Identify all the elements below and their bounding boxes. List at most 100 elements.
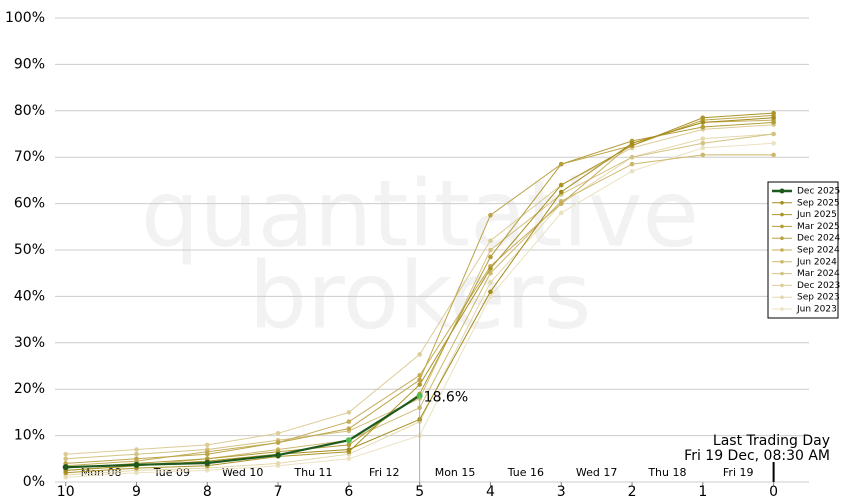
data-point <box>275 440 281 445</box>
data-point <box>417 377 422 383</box>
y-tick-label: 30% <box>14 335 45 351</box>
x-tick-label: 3 <box>557 484 566 500</box>
legend-marker <box>780 212 784 217</box>
data-point <box>204 459 211 466</box>
x-tick-label: 6 <box>344 484 353 500</box>
day-label: Wed 17 <box>576 466 617 479</box>
legend-marker <box>780 295 784 300</box>
legend-label: Sep 2025 <box>797 198 840 208</box>
data-point <box>700 115 706 121</box>
data-point <box>63 451 69 457</box>
y-tick-label: 70% <box>14 149 45 165</box>
day-label: Mon 15 <box>435 466 476 479</box>
data-point <box>700 120 706 125</box>
data-point <box>558 201 564 206</box>
day-label: Thu 18 <box>647 466 686 479</box>
data-point <box>417 352 422 357</box>
data-point <box>700 124 706 130</box>
data-point <box>771 152 776 158</box>
data-point <box>629 154 635 160</box>
legend-marker <box>780 224 784 229</box>
legend-marker <box>780 307 784 311</box>
data-point <box>63 456 69 462</box>
y-tick-label: 40% <box>14 288 45 304</box>
data-point <box>700 136 706 141</box>
x-tick-label: 10 <box>57 484 75 500</box>
legend-marker <box>780 248 784 252</box>
watermark: brokers <box>249 242 592 349</box>
data-point <box>275 430 281 436</box>
data-point <box>558 189 564 195</box>
data-point <box>700 145 706 151</box>
legend-label: Dec 2025 <box>797 187 840 197</box>
legend-marker <box>779 188 785 194</box>
data-point <box>488 247 493 253</box>
data-point <box>275 452 282 459</box>
data-point <box>204 451 210 457</box>
x-tick-label: 5 <box>415 484 424 500</box>
y-tick-label: 90% <box>14 56 45 72</box>
data-point <box>488 280 493 285</box>
data-point <box>558 161 564 167</box>
data-point <box>629 168 635 174</box>
y-tick-label: 80% <box>14 103 45 119</box>
data-point <box>488 289 493 295</box>
day-label: Thu 11 <box>293 466 332 479</box>
data-point <box>488 294 493 299</box>
data-point <box>700 140 706 146</box>
legend-marker <box>780 201 784 205</box>
data-point <box>204 442 210 448</box>
x-tick-label: 0 <box>769 484 778 500</box>
data-point <box>134 456 139 462</box>
last-trading-day-text: Last Trading Day <box>713 433 830 449</box>
data-point <box>417 382 422 387</box>
data-point <box>346 456 352 462</box>
day-label: Fri 12 <box>369 466 400 479</box>
legend-label: Mar 2024 <box>797 269 840 279</box>
x-tick-label: 1 <box>698 484 707 500</box>
data-point <box>488 254 493 260</box>
legend-label: Jun 2025 <box>796 210 837 220</box>
data-point <box>771 115 776 121</box>
series-line <box>65 394 421 469</box>
data-point <box>488 270 493 276</box>
data-point <box>346 419 352 424</box>
data-point <box>134 447 139 452</box>
y-tick-label: 10% <box>14 428 45 444</box>
legend-label: Sep 2024 <box>797 246 840 256</box>
day-label: Fri 19 <box>723 466 754 479</box>
legend-label: Mar 2025 <box>797 222 840 232</box>
x-tick-label: 7 <box>274 484 283 500</box>
data-point <box>771 120 776 125</box>
data-point <box>558 182 564 188</box>
legend-marker <box>780 271 784 276</box>
y-tick-label: 0% <box>23 474 45 490</box>
y-tick-label: 50% <box>14 242 45 258</box>
data-point <box>345 437 352 444</box>
legend-marker <box>780 283 784 288</box>
data-point <box>488 238 493 244</box>
y-tick-label: 60% <box>14 196 45 212</box>
data-point <box>275 461 281 466</box>
data-point <box>346 442 352 448</box>
data-point <box>134 451 139 457</box>
x-tick-label: 2 <box>628 484 637 500</box>
legend-label: Jun 2023 <box>796 305 837 315</box>
legend-label: Sep 2023 <box>797 293 840 303</box>
y-tick-label: 100% <box>5 10 45 26</box>
x-tick-label: 8 <box>203 484 212 500</box>
legend-marker <box>780 236 784 240</box>
data-point <box>771 110 776 116</box>
last-trading-day-text: Fri 19 Dec, 08:30 AM <box>684 448 830 464</box>
legend-marker <box>780 260 784 264</box>
legend-label: Jun 2024 <box>796 257 837 267</box>
data-point <box>346 410 352 415</box>
legend-label: Dec 2023 <box>797 281 840 291</box>
value-label: 18.6% <box>424 390 468 406</box>
data-point <box>558 210 564 216</box>
data-point <box>133 461 140 468</box>
day-label: Tue 09 <box>153 466 190 479</box>
x-tick-label: 9 <box>132 484 141 500</box>
